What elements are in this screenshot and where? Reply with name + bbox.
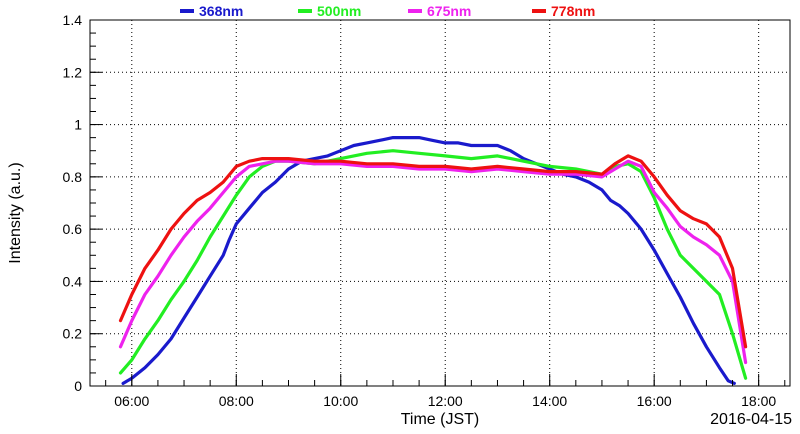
y-tick-label: 0.6	[63, 221, 83, 237]
legend-label-368nm: 368nm	[199, 3, 243, 19]
y-tick-label: 1	[74, 117, 82, 133]
x-tick-label: 08:00	[219, 393, 254, 409]
series-line-368nm	[121, 136, 736, 385]
x-axis-title: Time (JST)	[401, 411, 480, 428]
x-tick-label: 10:00	[323, 393, 358, 409]
y-tick-label: 0.4	[63, 273, 83, 289]
ticks	[90, 19, 786, 387]
y-axis-title: Intensity (a.u.)	[7, 162, 24, 263]
y-tick-label: 0.2	[63, 326, 83, 342]
series-line-778nm	[118, 154, 748, 349]
date-label: 2016-04-15	[710, 411, 792, 428]
legend: 368nm 500nm 675nm 778nm	[180, 3, 595, 19]
legend-label-778nm: 778nm	[551, 3, 595, 19]
legend-label-500nm: 500nm	[317, 3, 361, 19]
y-tick-label: 0	[74, 378, 82, 394]
y-tick-label: 0.8	[63, 169, 83, 185]
x-tick-label: 12:00	[428, 393, 463, 409]
series-line-675nm	[118, 159, 748, 365]
x-tick-label: 16:00	[637, 393, 672, 409]
x-tick-label: 06:00	[114, 393, 149, 409]
tick-labels: 06:00 08:00 10:00 12:00 14:00 16:00 18:00 0 0.2 0…	[63, 12, 777, 409]
x-tick-label: 14:00	[532, 393, 567, 409]
y-tick-label: 1.2	[63, 64, 83, 80]
series-layer	[118, 136, 748, 385]
series-line-500nm	[118, 149, 748, 380]
y-tick-label: 1.4	[63, 12, 83, 28]
x-tick-label: 18:00	[741, 393, 776, 409]
legend-label-675nm: 675nm	[427, 3, 471, 19]
